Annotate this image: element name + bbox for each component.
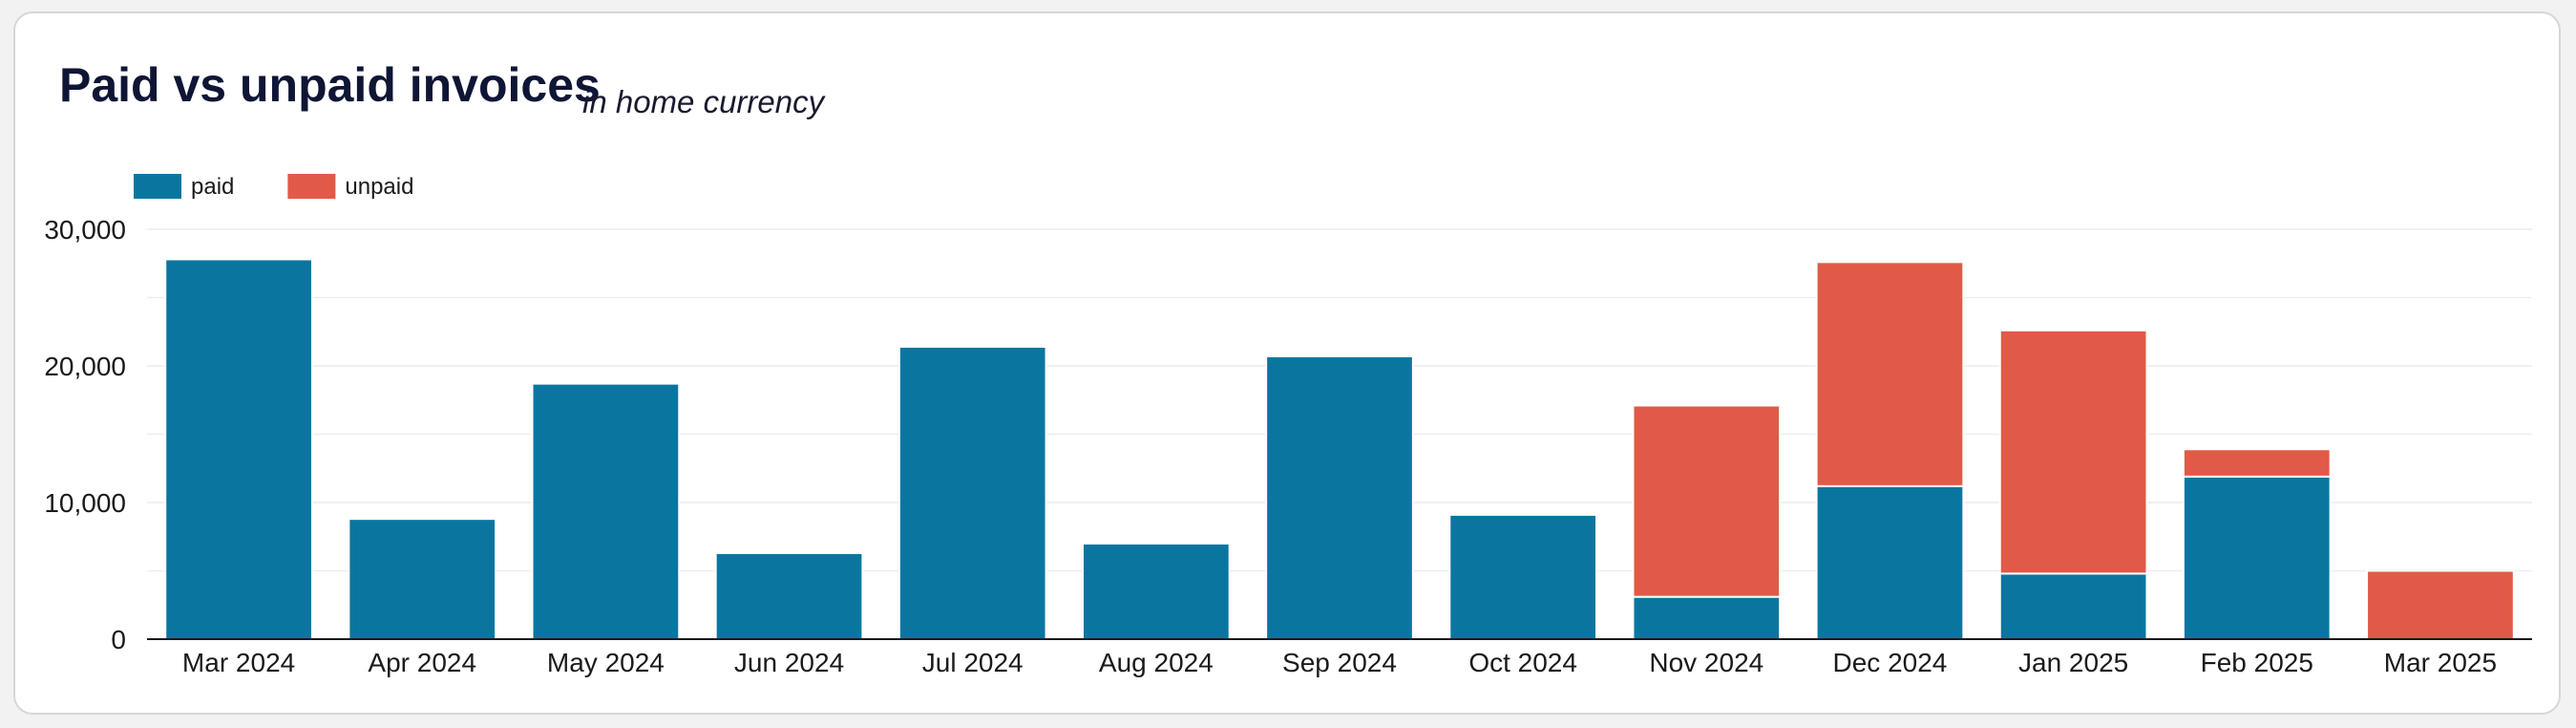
y-tick-label: 30,000 [44, 215, 126, 245]
x-tick-label: Dec 2024 [1833, 648, 1948, 677]
bar-paid[interactable] [348, 518, 497, 640]
x-tick-label: Jan 2025 [2018, 648, 2128, 677]
legend-swatch-paid [134, 174, 181, 199]
x-tick-label: Apr 2024 [368, 648, 476, 677]
y-tick-label: 0 [111, 625, 126, 654]
x-tick-label: Jun 2024 [734, 648, 844, 677]
bar-chart: 0 10,000 20,000 30,000 Mar 2024 Apr 2024 May 2… [44, 174, 2532, 677]
axes: 0 10,000 20,000 30,000 Mar 2024 Apr 2024 May 2… [44, 215, 2532, 677]
bar-paid[interactable] [1448, 513, 1598, 640]
legend-swatch-unpaid [287, 174, 336, 199]
bar-unpaid[interactable] [1815, 261, 1965, 487]
bar-unpaid[interactable] [2366, 569, 2515, 640]
bar-paid[interactable] [1632, 595, 1782, 640]
legend-label-paid[interactable]: paid [191, 174, 234, 200]
x-tick-label: Sep 2024 [1282, 648, 1397, 677]
bar-paid[interactable] [1815, 484, 1965, 640]
bar-paid[interactable] [164, 258, 313, 640]
bar-paid[interactable] [714, 551, 864, 640]
bar-paid[interactable] [531, 382, 681, 640]
x-tick-label: Mar 2024 [182, 648, 295, 677]
chart-subtitle: in home currency [582, 84, 825, 119]
chart-card: Paid vs unpaid invoices in home currency… [13, 11, 2561, 715]
y-tick-label: 10,000 [44, 488, 126, 518]
x-tick-label: Aug 2024 [1099, 648, 1214, 677]
bar-paid[interactable] [1265, 354, 1414, 640]
bar-paid[interactable] [1998, 572, 2148, 640]
chart-title: Paid vs unpaid invoices [59, 58, 601, 112]
bar-unpaid[interactable] [2182, 448, 2332, 478]
bars [164, 258, 2515, 641]
x-tick-label: Jul 2024 [922, 648, 1024, 677]
bar-paid[interactable] [2182, 475, 2332, 640]
bar-unpaid[interactable] [1632, 404, 1782, 598]
x-tick-label: Mar 2025 [2384, 648, 2497, 677]
x-tick-label: May 2024 [547, 648, 665, 677]
legend-label-unpaid[interactable]: unpaid [345, 174, 413, 200]
x-tick-label: Nov 2024 [1649, 648, 1763, 677]
bar-unpaid[interactable] [1998, 329, 2148, 575]
x-tick-label: Feb 2025 [2201, 648, 2313, 677]
legend: paid unpaid [134, 174, 413, 200]
y-tick-label: 20,000 [44, 352, 126, 381]
bar-paid[interactable] [1081, 542, 1231, 641]
bar-paid[interactable] [897, 345, 1047, 640]
x-tick-label: Oct 2024 [1468, 648, 1577, 677]
